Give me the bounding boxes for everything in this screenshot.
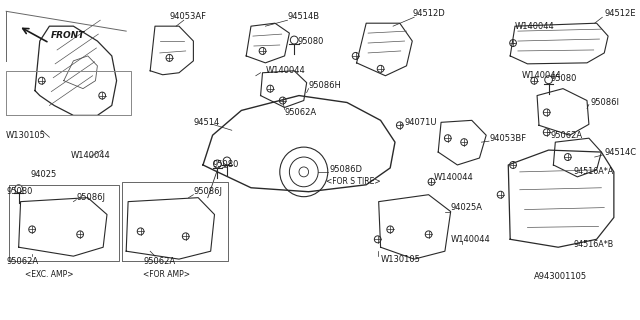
Text: <EXC. AMP>: <EXC. AMP> — [26, 269, 74, 278]
Text: 95062A: 95062A — [285, 108, 317, 117]
Text: 95086J: 95086J — [76, 193, 105, 202]
Text: W140044: W140044 — [522, 71, 561, 80]
Text: W140044: W140044 — [451, 235, 490, 244]
Text: 95062A: 95062A — [143, 257, 175, 266]
Text: W140044: W140044 — [70, 150, 110, 160]
Text: FRONT: FRONT — [51, 31, 86, 40]
Text: 94512E: 94512E — [604, 9, 636, 18]
Text: 95086D: 95086D — [330, 165, 363, 174]
Text: W140044: W140044 — [266, 66, 305, 75]
Text: W130105: W130105 — [6, 131, 46, 140]
Text: 95086J: 95086J — [193, 187, 222, 196]
Text: 94514: 94514 — [193, 118, 220, 127]
Text: 95080: 95080 — [297, 36, 323, 45]
Text: 94514B: 94514B — [287, 12, 319, 21]
Text: 95080: 95080 — [6, 187, 33, 196]
Text: 95080: 95080 — [212, 160, 239, 170]
Text: 95062A: 95062A — [550, 131, 582, 140]
Text: W140044: W140044 — [515, 22, 555, 31]
Text: 94053AF: 94053AF — [170, 12, 206, 21]
Text: 94516A*B: 94516A*B — [573, 240, 614, 249]
Text: 95080: 95080 — [550, 74, 577, 83]
Text: 94071U: 94071U — [404, 118, 437, 127]
Text: 94053BF: 94053BF — [489, 134, 526, 143]
Text: W140044: W140044 — [433, 173, 473, 182]
Text: 95062A: 95062A — [6, 257, 38, 266]
Text: <FOR AMP>: <FOR AMP> — [143, 269, 191, 278]
Text: <FOR S TIRE>: <FOR S TIRE> — [326, 177, 381, 186]
Text: 94512D: 94512D — [412, 9, 445, 18]
Text: 94514C: 94514C — [604, 148, 636, 156]
Text: 95086I: 95086I — [591, 98, 620, 107]
Text: W130105: W130105 — [381, 255, 420, 264]
Text: 95086H: 95086H — [308, 81, 342, 90]
Text: 94025A: 94025A — [451, 203, 483, 212]
Text: A943001105: A943001105 — [534, 272, 588, 282]
Text: 94516A*A: 94516A*A — [573, 167, 614, 176]
Text: 94025: 94025 — [30, 170, 56, 180]
